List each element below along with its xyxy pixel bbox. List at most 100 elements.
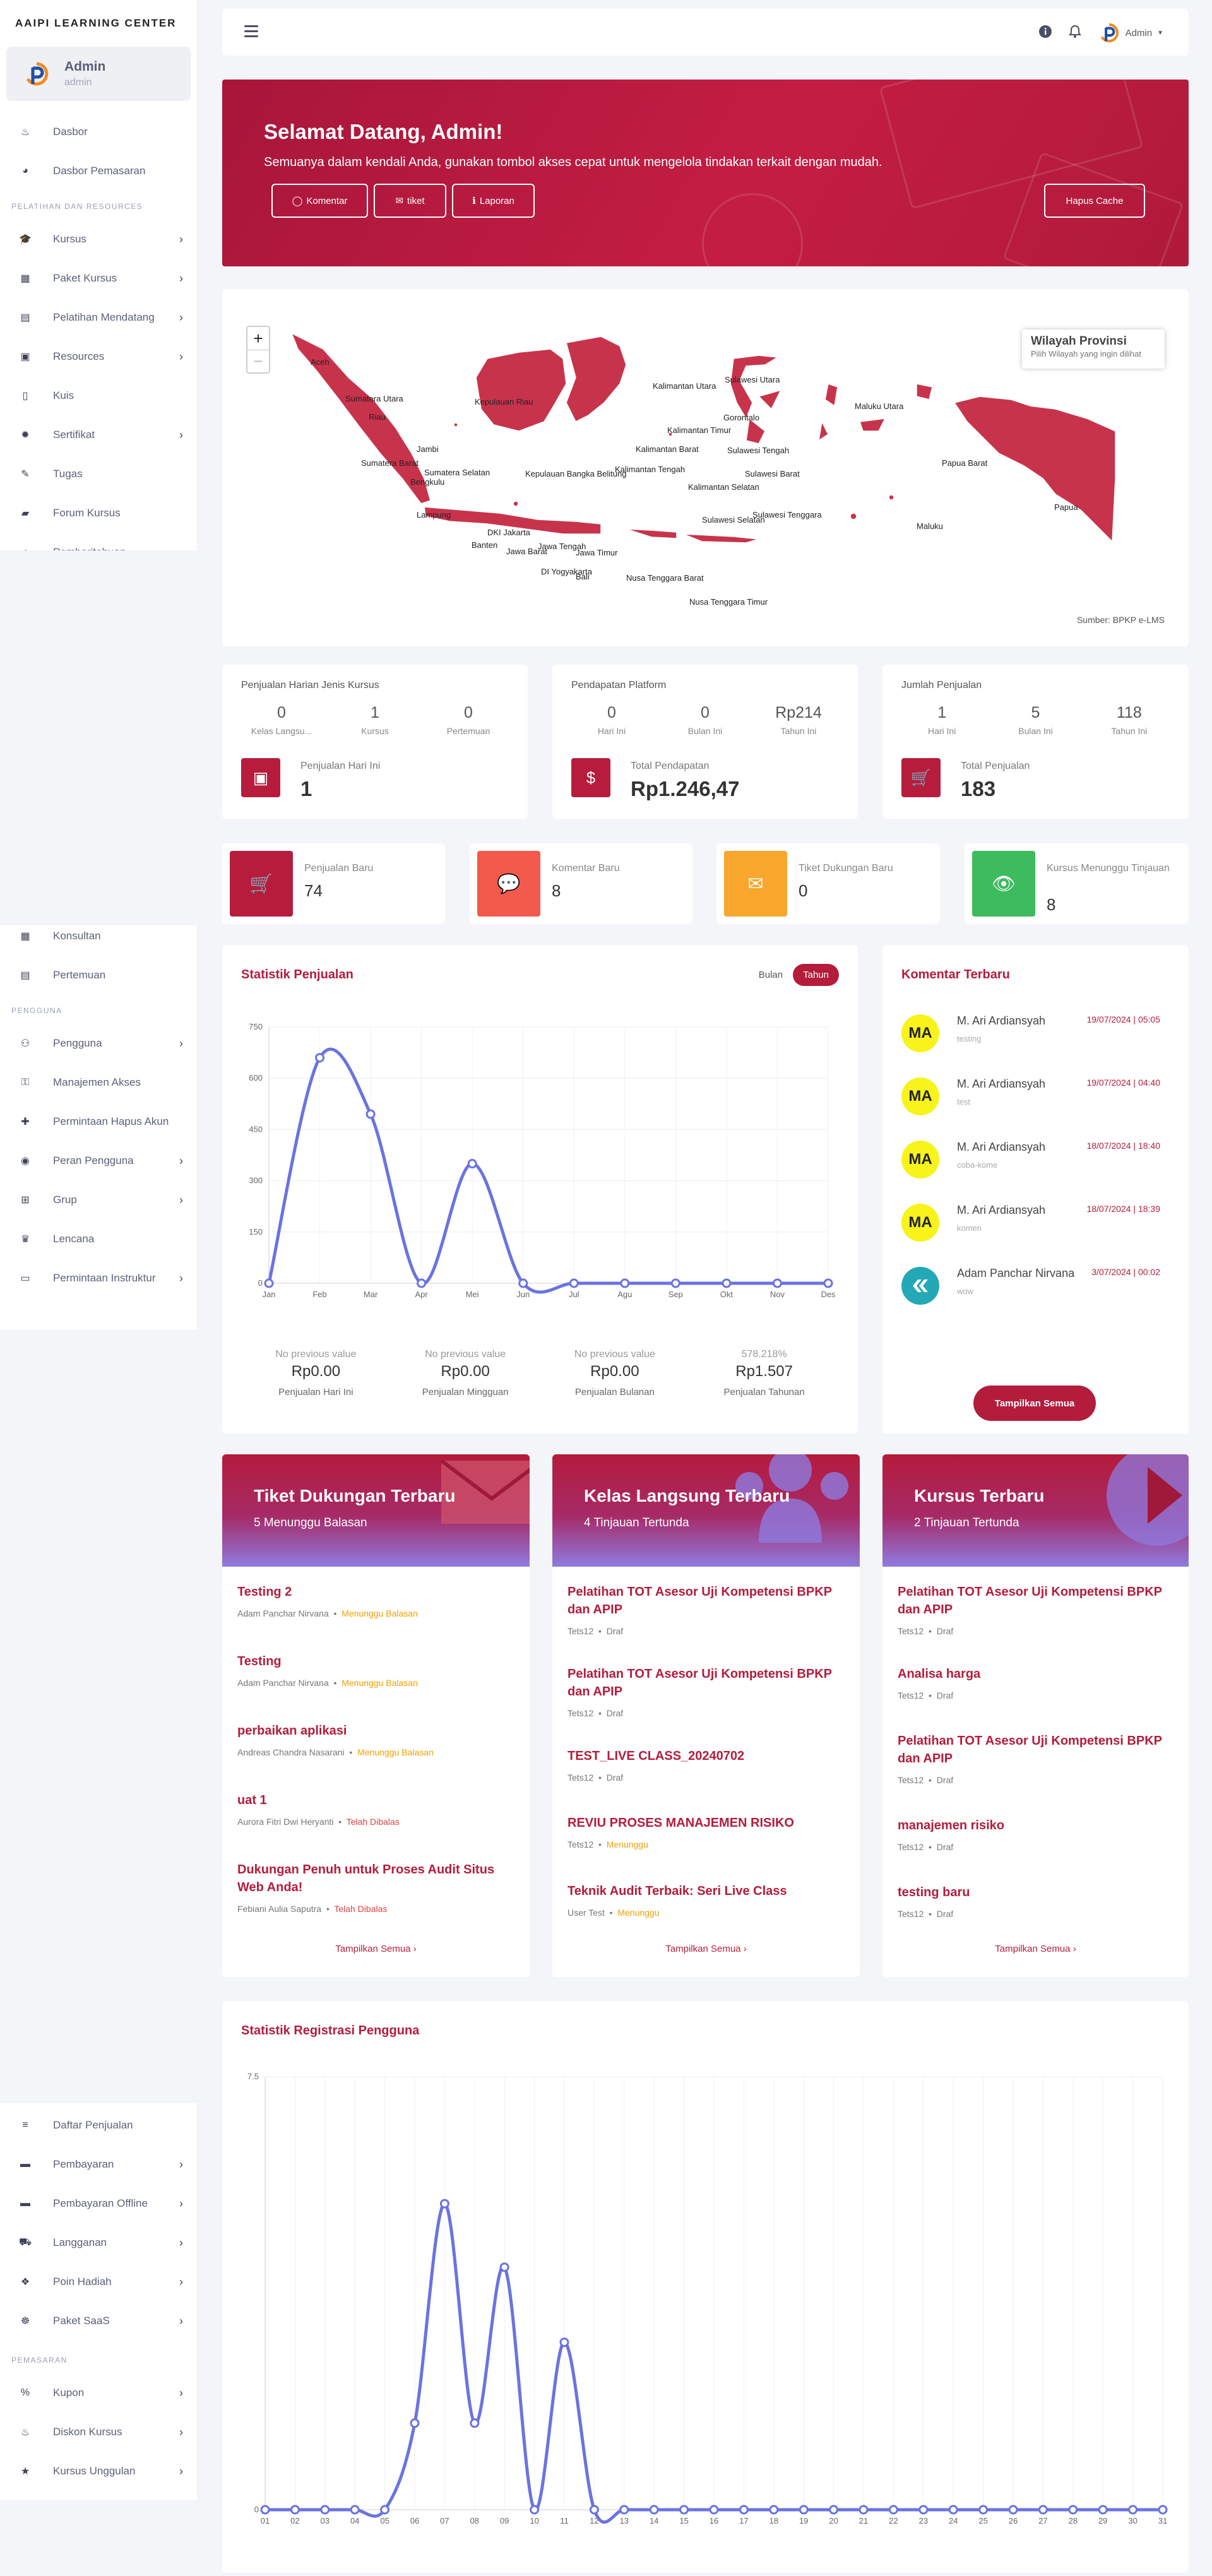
sidebar-item-sertifikat[interactable]: ✹ Sertifikat › (0, 415, 197, 454)
comment-item[interactable]: MA M. Ari Ardiansyah komen 18/07/2024 | 18:… (901, 1204, 1167, 1242)
zoom-out-button[interactable]: − (247, 350, 269, 372)
stat-label: Tahun Ini (1111, 726, 1148, 736)
sidebar-item-forum-kursus[interactable]: ▰ Forum Kursus (0, 494, 197, 533)
comment-icon: ▰ (21, 508, 30, 519)
map-region-label: Kepulauan Bangka Belitung (525, 469, 626, 478)
sidebar-item-pembayaran[interactable]: ▬ Pembayaran › (0, 2145, 197, 2184)
big-label: Total Pendapatan (631, 761, 710, 771)
sidebar-item-label: Peran Pengguna (53, 1154, 134, 1166)
list-item[interactable]: TEST_LIVE CLASS_20240702 Tets12 • Draf (567, 1747, 845, 1783)
list-item[interactable]: Testing Adam Panchar Nirvana • Menunggu B… (237, 1653, 514, 1688)
sidebar-item-tugas[interactable]: ✎ Tugas (0, 454, 197, 494)
card-title: Kelas Langsung Terbaru (584, 1486, 790, 1505)
list-item[interactable]: Dukungan Penuh untuk Proses Audit Situs … (237, 1861, 514, 1914)
sidebar-item-pengguna[interactable]: ⚇ Pengguna › (0, 1024, 197, 1063)
zoom-in-button[interactable]: + (253, 328, 263, 348)
sidebar-item-grup[interactable]: ⊞ Grup › (0, 1180, 197, 1220)
data-point (417, 1278, 427, 1288)
quick-stat-card[interactable]: 💬 Komentar Baru 8 (470, 843, 692, 924)
tab-month[interactable]: Bulan (758, 970, 783, 980)
list-item[interactable]: Pelatihan TOT Asesor Uji Kompetensi BPKP… (898, 1583, 1173, 1636)
x-tick-label: Mar (364, 1290, 378, 1299)
data-point (470, 2418, 480, 2428)
list-item[interactable]: testing baru Tets12 • Draf (898, 1884, 1173, 1919)
sidebar-item-kupon[interactable]: % Kupon › (0, 2373, 197, 2413)
list-item[interactable]: perbaikan aplikasi Andreas Chandra Nasara… (237, 1722, 514, 1757)
list-item[interactable]: Pelatihan TOT Asesor Uji Kompetensi BPKP… (898, 1732, 1173, 1785)
sidebar-item-dasbor-pemasaran[interactable]: ◕ Dasbor Pemasaran (0, 151, 197, 191)
ticket-button[interactable]: ✉ tiket (374, 184, 446, 218)
show-all-link[interactable]: Tampilkan Semua › (335, 1944, 417, 1954)
list-item[interactable]: Pelatihan TOT Asesor Uji Kompetensi BPKP… (567, 1665, 845, 1718)
tab-year[interactable]: Tahun (793, 964, 839, 986)
x-tick-label: Agu (617, 1290, 632, 1299)
sidebar-item-poin-hadiah[interactable]: ❖ Poin Hadiah › (0, 2262, 197, 2301)
list-item[interactable]: Pelatihan TOT Asesor Uji Kompetensi BPKP… (567, 1583, 845, 1636)
comment-item[interactable]: MA M. Ari Ardiansyah testing 19/07/2024 | 0… (901, 1014, 1167, 1052)
comment-item[interactable]: MA M. Ari Ardiansyah test 19/07/2024 | 04:4… (901, 1077, 1167, 1115)
quick-stat-card[interactable]: ✉ Tiket Dukungan Baru 0 (716, 843, 940, 924)
list-item[interactable]: manajemen risiko Tets12 • Draf (898, 1817, 1173, 1852)
comment-button[interactable]: ◯ Komentar (271, 184, 368, 218)
x-tick-label: 13 (620, 2516, 629, 2526)
show-all-link[interactable]: Tampilkan Semua › (995, 1944, 1076, 1954)
sidebar-item-manajemen-akses[interactable]: ⚿ Manajemen Akses (0, 1063, 197, 1102)
sidebar-item-langganan[interactable]: ⛟ Langganan › (0, 2223, 197, 2262)
list-item[interactable]: uat 1 Aurora Fitri Dwi Heryanti • Telah D… (237, 1791, 514, 1827)
sidebar-item-pelatihan-mendatang[interactable]: ▤ Pelatihan Mendatang › (0, 298, 197, 337)
sidebar-item-peran-pengguna[interactable]: ◉ Peran Pengguna › (0, 1141, 197, 1180)
sidebar-item-resources[interactable]: ▣ Resources › (0, 337, 197, 376)
bell-icon[interactable] (1068, 25, 1081, 41)
list-item[interactable]: Teknik Audit Terbaik: Seri Live Class Use… (567, 1882, 845, 1918)
quick-stat-card[interactable]: 👁 Kursus Menunggu Tinjauan 8 (965, 843, 1189, 924)
list-item[interactable]: Analisa harga Tets12 • Draf (898, 1665, 1173, 1701)
x-tick-label: 27 (1038, 2516, 1047, 2526)
sidebar-item-kursus[interactable]: 🎓 Kursus › (0, 220, 197, 259)
map-legend-subtitle: Pilih Wilayah yang ingin dilihat (1031, 349, 1141, 359)
sidebar-item-dasbor[interactable]: ♨ Dasbor (0, 112, 197, 151)
menu-toggle-icon[interactable] (244, 25, 258, 40)
sidebar-item-paket-kursus[interactable]: ▦ Paket Kursus › (0, 259, 197, 298)
list-item[interactable]: REVIU PROSES MANAJEMEN RISIKO Tets12 • Me… (567, 1814, 845, 1849)
item-title: Pelatihan TOT Asesor Uji Kompetensi BPKP… (898, 1734, 1162, 1766)
sidebar-item-paket-saas[interactable]: ☸ Paket SaaS › (0, 2301, 197, 2341)
cart-icon: 🛒 (901, 758, 941, 797)
card-title: Statistik Registrasi Pengguna (241, 2024, 420, 2038)
sidebar-item-konsultan[interactable]: ▦ Konsultan (0, 925, 197, 956)
comment-icon: ◯ (292, 196, 303, 206)
sidebar-item-pertemuan[interactable]: ▤ Pertemuan (0, 956, 197, 995)
user-card[interactable]: Admin admin (6, 47, 191, 101)
stat-label: Hari Ini (597, 726, 626, 736)
book-icon: ▤ (20, 970, 30, 981)
show-all-link[interactable]: Tampilkan Semua › (665, 1944, 747, 1954)
users-icon (735, 1454, 848, 1543)
sidebar-item-kuis[interactable]: ▯ Kuis (0, 376, 197, 415)
sidebar-item-daftar-penjualan[interactable]: ≡ Daftar Penjualan (0, 2106, 197, 2145)
data-point (559, 2337, 569, 2347)
comment-item[interactable]: MA M. Ari Ardiansyah coba-kome 18/07/2024 |… (901, 1141, 1167, 1178)
item-owner: Tets12 (567, 1839, 594, 1849)
x-tick-label: Jun (516, 1290, 530, 1299)
x-tick-label: 10 (530, 2516, 538, 2526)
sidebar-item-permintaan-instruktur[interactable]: ▭ Permintaan Instruktur › (0, 1259, 197, 1298)
user-dropdown[interactable]: Admin ▼ (1098, 21, 1163, 44)
sidebar-item-diskon-kursus[interactable]: ♨ Diskon Kursus › (0, 2413, 197, 2452)
clear-cache-button[interactable]: Hapus Cache (1044, 184, 1145, 218)
report-button[interactable]: ℹ Laporan (452, 184, 535, 218)
x-tick-label: 24 (949, 2516, 958, 2526)
sidebar-item-permintaan-hapus-akun[interactable]: ✚ Permintaan Hapus Akun (0, 1102, 197, 1141)
show-all-comments-button[interactable]: Tampilkan Semua (973, 1386, 1096, 1421)
indonesia-map[interactable]: Aceh Sumatera Utara Riau Sumatera Barat Jamb… (222, 289, 1189, 646)
y-tick-label: 150 (249, 1227, 263, 1237)
sidebar-item-kursus-unggulan[interactable]: ★ Kursus Unggulan › (0, 2452, 197, 2491)
info-icon[interactable] (1038, 25, 1052, 41)
bell-icon: ◔ (19, 547, 32, 550)
list-item[interactable]: Testing 2 Adam Panchar Nirvana • Menunggu… (237, 1583, 514, 1618)
sidebar-item-pemberitahuan[interactable]: ◔ Pemberitahuan (0, 533, 197, 550)
x-tick-label: 15 (679, 2516, 688, 2526)
sidebar-item-pembayaran-offline[interactable]: ▬ Pembayaran Offline › (0, 2184, 197, 2223)
quick-stat-card[interactable]: 🛒 Penjualan Baru 74 (222, 843, 445, 924)
comment-item[interactable]: Adam Panchar Nirvana wow 3/07/2024 | 00:02 (901, 1267, 1167, 1305)
pencil-icon: ✎ (21, 469, 30, 480)
sidebar-item-lencana[interactable]: ♛ Lencana (0, 1220, 197, 1259)
